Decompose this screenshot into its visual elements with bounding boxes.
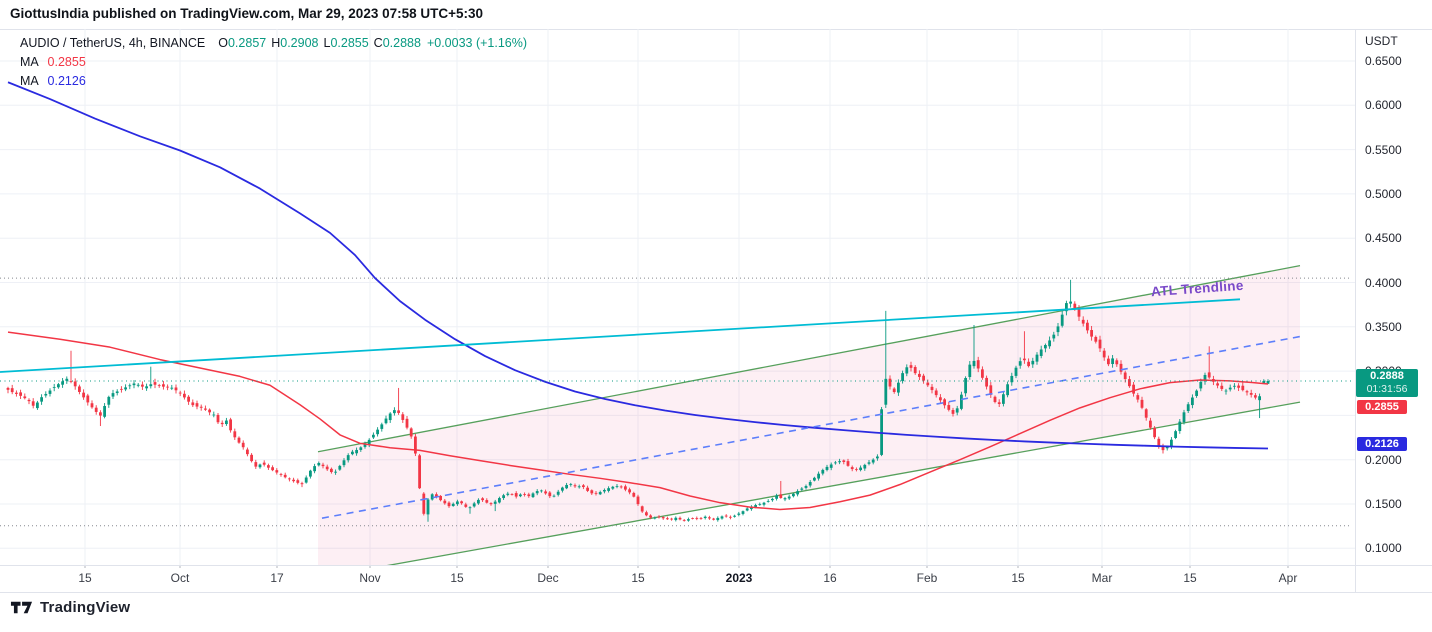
ma-slow-row[interactable]: MA 0.2126 [20,72,527,91]
time-axis-label: Mar [1091,571,1113,585]
price-axis-label: 0.4500 [1365,231,1402,246]
countdown-timer: 01:31:56 [1366,383,1408,395]
time-axis-label: 16 [823,571,837,585]
price-axis-label: 0.5500 [1365,142,1402,157]
ohlc-values: O0.2857 H0.2908 L0.2855 C0.2888 [213,36,421,50]
close-value: 0.2888 [382,36,421,50]
time-axis-label: Nov [359,571,381,585]
low-value: 0.2855 [330,36,369,50]
ma-fast-row[interactable]: MA 0.2855 [20,53,527,72]
ma-fast-label: MA [20,55,39,69]
legend-symbol-row[interactable]: AUDIO / TetherUS, 4h, BINANCE O0.2857 H0.2… [20,34,527,53]
ma-fast-value: 0.2855 [47,55,86,69]
price-tag-ma-fast: 0.2855 [1357,400,1407,414]
tradingview-logo[interactable]: TradingView [10,599,130,616]
chart-legend: AUDIO / TetherUS, 4h, BINANCE O0.2857 H0.2… [20,34,527,91]
price-axis-label: 0.1000 [1365,541,1402,556]
price-axis-label: 0.3500 [1365,319,1402,334]
price-axis-label: 0.2000 [1365,452,1402,467]
price-axis-label: 0.6500 [1365,54,1402,68]
brand-text: TradingView [40,599,131,616]
open-value: 0.2857 [227,36,267,50]
time-axis-label: 15 [78,571,92,585]
change-value: +0.0033 (+1.16%) [426,36,528,50]
price-axis-currency: USDT [1365,34,1398,48]
price-axis-label: 0.6000 [1365,98,1402,113]
time-axis-label: 15 [631,571,645,585]
snapshot-attribution: GiottusIndia published on TradingView.co… [10,6,484,21]
price-tag-last: 0.2888 01:31:56 [1356,369,1418,397]
ma-slow-label: MA [20,74,39,88]
high-value: 0.2908 [280,36,319,50]
footer-separator [0,592,1432,593]
close-letter: C [373,36,383,50]
header-separator [0,29,1432,30]
price-axis-label: 0.5000 [1365,186,1402,201]
price-axis[interactable]: 0.6500 0.6000 0.5500 0.5000 0.4500 0.4000 0.35… [1356,29,1432,565]
open-letter: O [218,36,228,50]
ma-slow-value: 0.2126 [47,74,86,88]
price-tag-ma-slow: 0.2126 [1357,437,1407,451]
time-axis-label: Feb [916,571,938,585]
time-axis[interactable]: 15 Oct 17 Nov 15 Dec 15 2023 16 Feb 15 Mar 15 Apr [0,566,1355,592]
price-axis-label: 0.4000 [1365,275,1402,290]
time-axis-label: Dec [537,571,559,585]
time-axis-label: 15 [450,571,464,585]
time-axis-label: 15 [1011,571,1025,585]
time-axis-label: 17 [270,571,284,585]
price-axis-separator [1355,29,1356,592]
time-axis-label: 15 [1183,571,1197,585]
time-axis-label: Apr [1278,571,1298,585]
price-axis-label: 0.1500 [1365,497,1402,511]
high-letter: H [271,36,281,50]
tradingview-mark-icon [10,601,33,614]
low-letter: L [323,36,331,50]
time-axis-separator [0,565,1432,566]
time-axis-label: 2023 [725,571,753,585]
time-axis-label: Oct [170,571,190,585]
symbol-title[interactable]: AUDIO / TetherUS, 4h, BINANCE [20,36,206,50]
